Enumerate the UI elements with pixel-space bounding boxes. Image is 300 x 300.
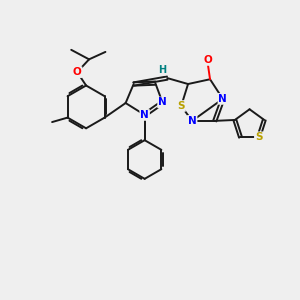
Text: N: N [188,116,197,126]
Text: S: S [255,132,262,142]
Text: N: N [140,110,149,120]
Text: N: N [218,94,227,104]
Text: S: S [178,101,185,111]
Text: N: N [158,98,167,107]
Text: H: H [158,65,166,75]
Text: O: O [73,67,82,77]
Text: O: O [203,55,212,65]
